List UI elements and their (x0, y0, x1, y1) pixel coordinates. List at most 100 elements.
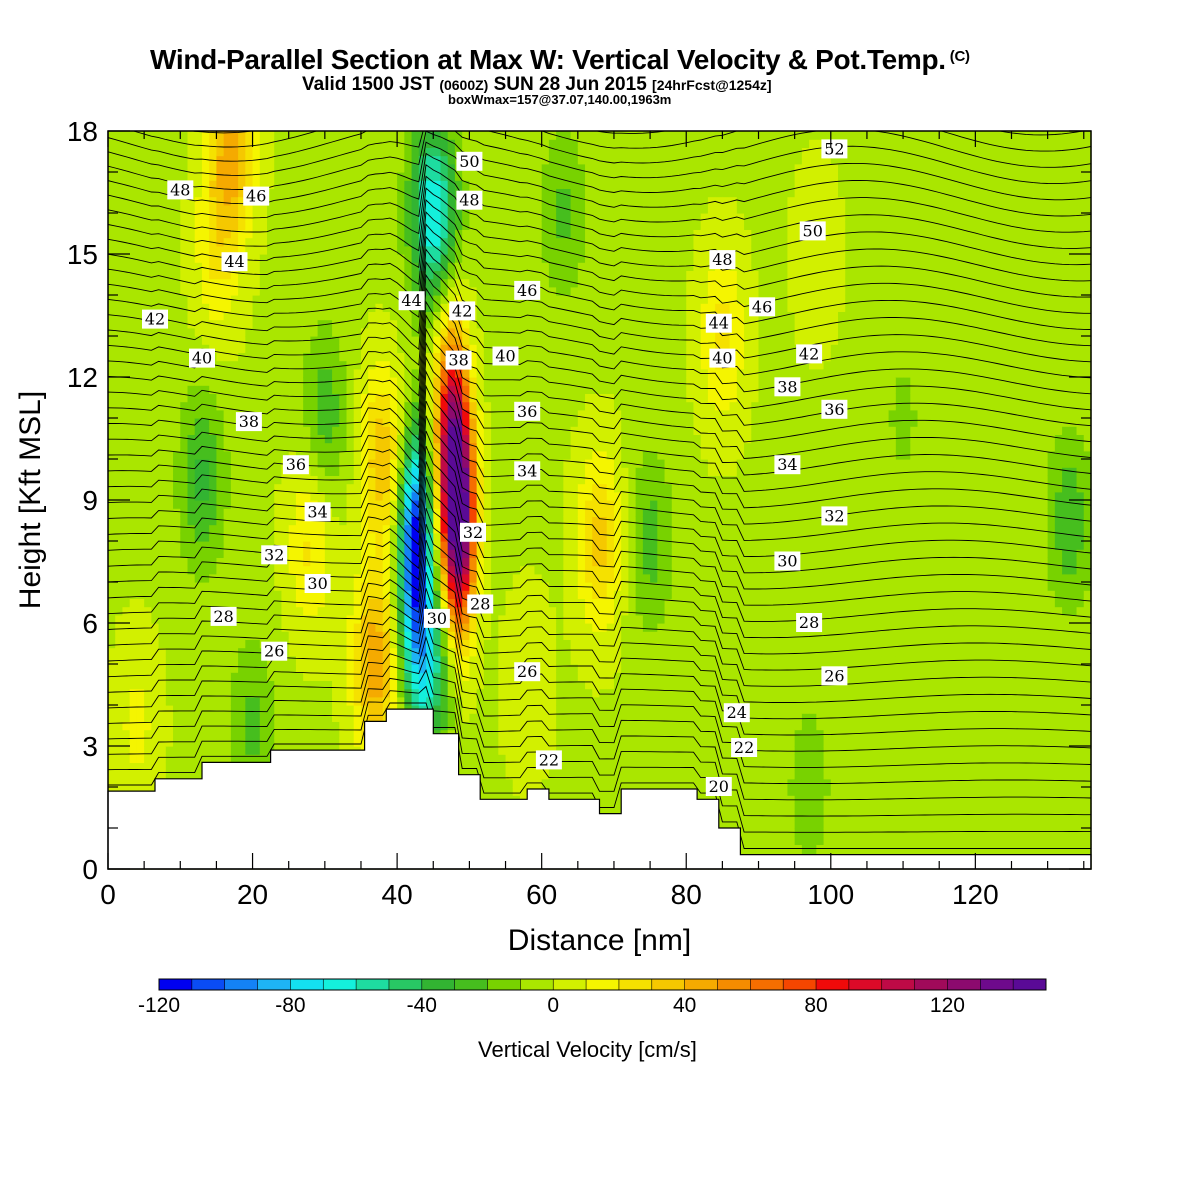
velocity-cell (324, 336, 333, 345)
velocity-cell (194, 516, 203, 526)
velocity-cell (288, 344, 297, 353)
velocity-cell (382, 311, 391, 321)
velocity-cell (382, 647, 391, 657)
velocity-cell (245, 155, 254, 165)
velocity-cell (216, 418, 225, 427)
velocity-cell (180, 393, 189, 403)
velocity-cell (397, 319, 405, 329)
velocity-cell (375, 655, 384, 665)
velocity-cell (498, 319, 507, 329)
velocity-cell (295, 426, 304, 435)
velocity-cell (187, 680, 196, 690)
velocity-cell (447, 598, 456, 608)
velocity-cell (223, 385, 232, 394)
velocity-cell (339, 705, 348, 714)
velocity-cell (201, 295, 210, 304)
velocity-cell (404, 426, 413, 435)
velocity-cell (440, 163, 449, 173)
velocity-cell (368, 614, 377, 624)
velocity-cell (216, 475, 225, 485)
velocity-cell (295, 532, 304, 542)
velocity-cell (491, 450, 499, 460)
velocity-cell (136, 278, 145, 288)
velocity-cell (332, 172, 340, 181)
velocity-cell (454, 254, 463, 263)
velocity-cell (122, 221, 131, 230)
velocity-cell (332, 532, 340, 542)
velocity-cell (173, 311, 181, 321)
velocity-cell (346, 237, 355, 247)
velocity-cell (281, 491, 290, 501)
velocity-cell (360, 204, 369, 214)
velocity-cell (267, 623, 275, 632)
velocity-cell (295, 721, 304, 731)
velocity-cell (483, 131, 492, 140)
velocity-cell (259, 606, 268, 616)
velocity-cell (433, 467, 442, 476)
velocity-cell (324, 598, 333, 608)
velocity-cell (122, 664, 131, 673)
velocity-cell (165, 541, 174, 550)
velocity-cell (108, 131, 116, 140)
velocity-cell (223, 729, 232, 739)
velocity-cell (332, 541, 340, 550)
velocity-cell (310, 664, 319, 673)
velocity-cell (216, 409, 225, 419)
velocity-cell (274, 221, 283, 230)
velocity-cell (404, 500, 413, 509)
velocity-cell (136, 409, 145, 419)
velocity-cell (483, 196, 492, 206)
velocity-cell (324, 623, 333, 632)
velocity-cell (397, 426, 405, 435)
velocity-cell (209, 737, 218, 747)
velocity-cell (433, 385, 442, 394)
velocity-cell (209, 213, 218, 222)
velocity-cell (483, 631, 492, 640)
velocity-cell (223, 401, 232, 411)
velocity-cell (136, 729, 145, 739)
velocity-cell (288, 606, 297, 616)
velocity-cell (433, 705, 442, 714)
velocity-cell (209, 655, 218, 665)
velocity-cell (144, 163, 152, 173)
velocity-cell (122, 557, 131, 567)
velocity-cell (303, 393, 311, 403)
velocity-cell (324, 221, 333, 230)
velocity-cell (216, 393, 225, 403)
velocity-cell (108, 196, 116, 206)
velocity-cell (230, 245, 239, 255)
velocity-cell (491, 286, 499, 296)
velocity-cell (382, 286, 391, 296)
velocity-cell (498, 385, 507, 394)
velocity-cell (303, 286, 311, 296)
velocity-cell (303, 614, 311, 624)
velocity-cell (303, 450, 311, 460)
velocity-cell (346, 303, 355, 312)
velocity-cell (267, 286, 275, 296)
velocity-cell (433, 582, 442, 591)
velocity-cell (368, 368, 377, 378)
velocity-cell (209, 696, 218, 706)
velocity-cell (274, 155, 283, 165)
velocity-cell (201, 188, 210, 198)
velocity-cell (411, 426, 420, 435)
velocity-cell (476, 319, 485, 329)
velocity-cell (491, 368, 499, 378)
velocity-cell (238, 319, 246, 329)
velocity-cell (332, 737, 340, 747)
velocity-cell (426, 196, 434, 206)
velocity-cell (274, 180, 283, 189)
velocity-cell (353, 352, 362, 362)
velocity-cell (346, 508, 355, 517)
velocity-cell (382, 270, 391, 280)
velocity-cell (433, 270, 442, 280)
velocity-cell (223, 532, 232, 542)
velocity-cell (151, 467, 160, 476)
velocity-cell (382, 303, 391, 312)
velocity-cell (173, 762, 181, 772)
velocity-cell (158, 377, 167, 386)
velocity-cell (158, 409, 167, 419)
velocity-cell (223, 508, 232, 517)
velocity-cell (454, 270, 463, 280)
velocity-cell (274, 147, 283, 157)
